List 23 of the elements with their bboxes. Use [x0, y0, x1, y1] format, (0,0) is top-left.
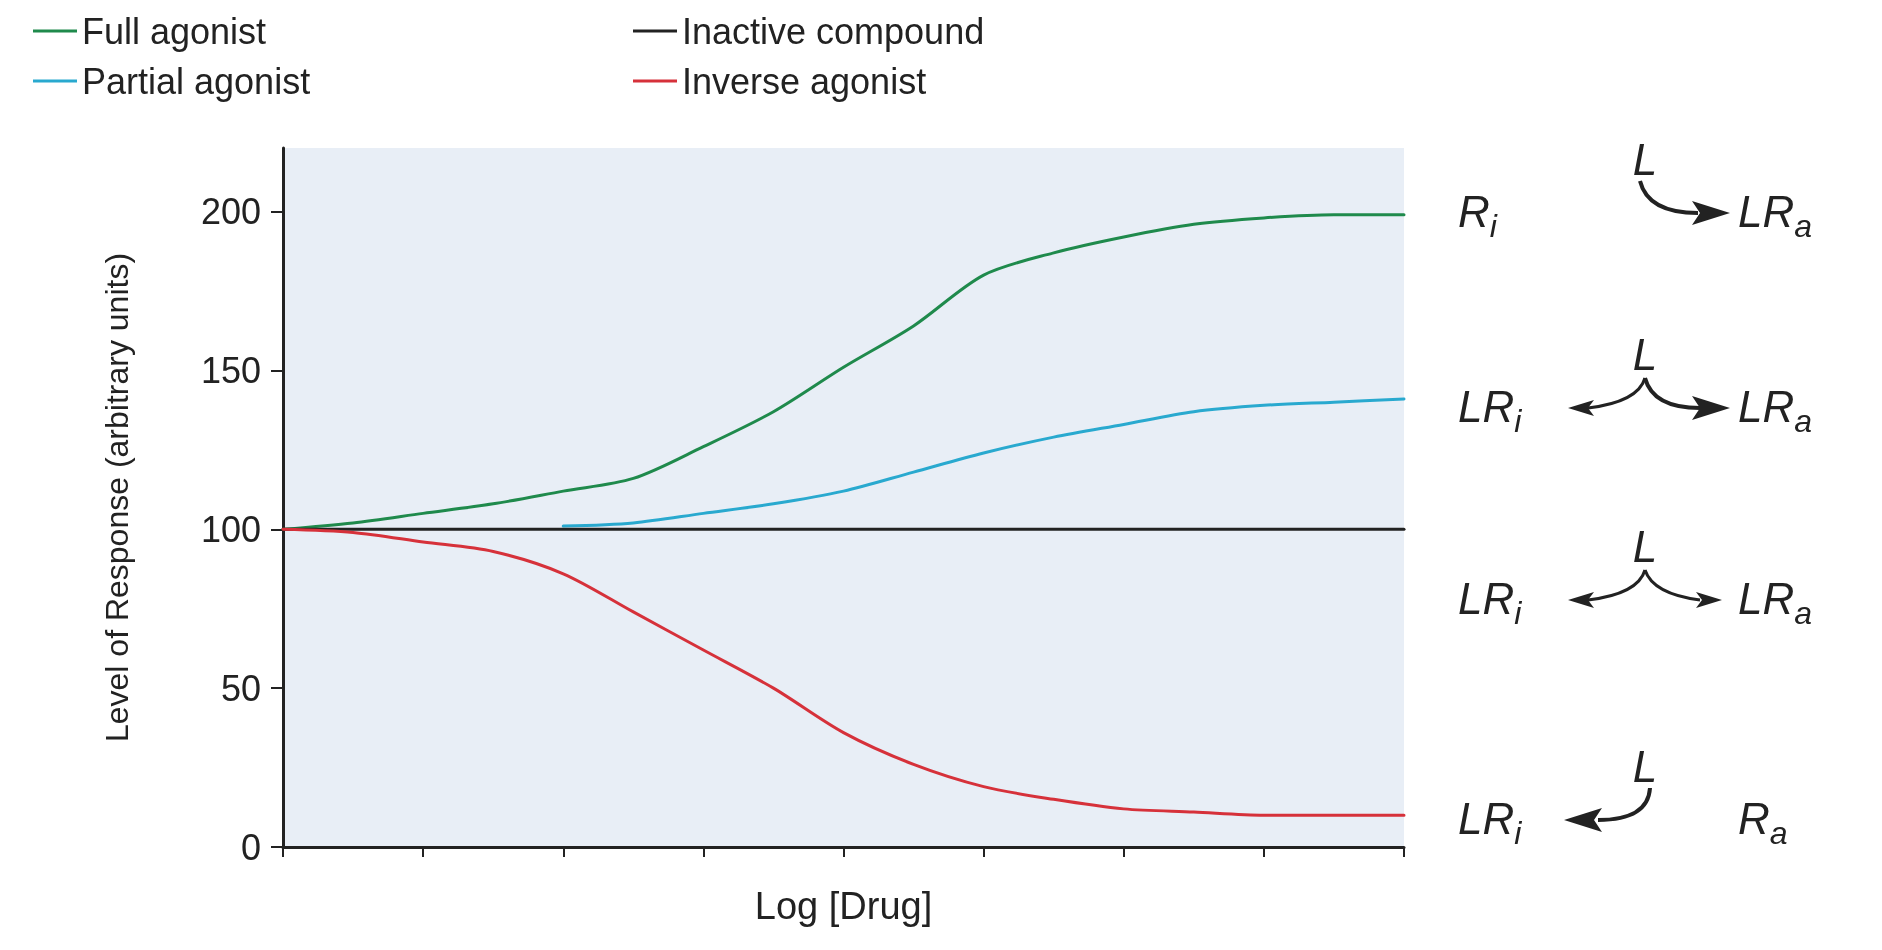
y-axis-title: Level of Response (arbitrary units): [99, 252, 135, 743]
text: L: [1632, 330, 1658, 379]
text: LR$_{i}$: [1458, 574, 1523, 631]
text: L: [1632, 522, 1658, 571]
text: L: [1632, 135, 1658, 184]
legend-label: Partial agonist: [82, 60, 311, 102]
y-tick-label: 100: [200, 508, 261, 550]
text: LR$_{a}$: [1738, 574, 1813, 631]
text: R$_{i}$: [1458, 187, 1498, 244]
text: L: [1632, 742, 1658, 791]
text: LR$_{a}$: [1738, 187, 1813, 244]
text: LR$_{i}$: [1458, 794, 1523, 851]
y-tick-label: 150: [200, 349, 261, 391]
legend-label: Full agonist: [82, 10, 267, 52]
legend-label: Inactive compound: [682, 10, 985, 52]
x-axis-title: Log [Drug]: [754, 885, 933, 927]
text: LR$_{i}$: [1458, 382, 1523, 439]
text: LR$_{a}$: [1738, 382, 1813, 439]
text: R$_{a}$: [1738, 794, 1788, 851]
y-tick-label: 200: [200, 191, 261, 233]
legend-label: Inverse agonist: [682, 60, 927, 102]
y-tick-label: 50: [220, 667, 261, 709]
y-tick-label: 0: [240, 826, 261, 868]
